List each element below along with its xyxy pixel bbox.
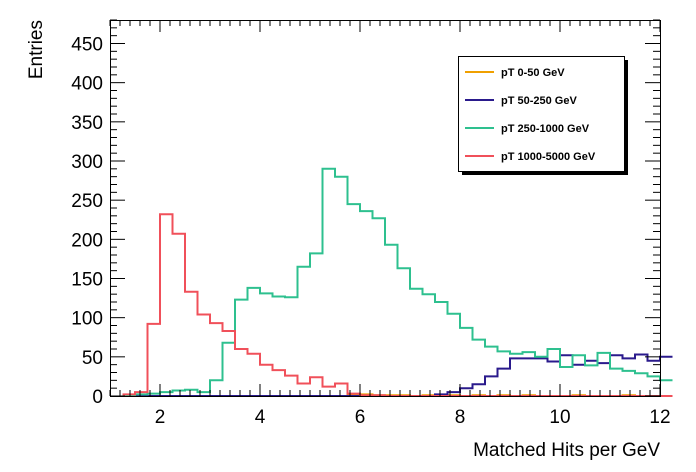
series-line-2 xyxy=(122,167,673,397)
y-tick-label: 200 xyxy=(71,230,103,251)
y-tick-label: 100 xyxy=(71,309,103,330)
y-tick-label: 300 xyxy=(71,152,103,173)
x-tick-label: 8 xyxy=(455,407,466,428)
y-tick-label: 50 xyxy=(82,348,103,369)
series-line-3 xyxy=(122,213,673,397)
y-tick-label: 150 xyxy=(71,270,103,291)
x-axis: 2 4 6 8 10 12 xyxy=(109,20,671,428)
legend-box xyxy=(458,56,625,172)
y-tick-label: 0 xyxy=(92,387,103,408)
y-tick-label: 350 xyxy=(71,113,103,134)
y-tick-label: 450 xyxy=(71,35,103,56)
series-line-1 xyxy=(122,353,673,397)
legend: pT 0-50 GeV pT 50-250 GeV pT 250-1000 GeV p… xyxy=(458,56,628,175)
y-tick-label: 250 xyxy=(71,191,103,212)
legend-items: pT 0-50 GeV pT 50-250 GeV pT 250-1000 GeV p… xyxy=(465,67,596,163)
x-axis-title: Matched Hits per GeV xyxy=(473,440,660,461)
legend-label: pT 0-50 GeV xyxy=(501,67,565,79)
legend-label: pT 250-1000 GeV xyxy=(501,123,590,135)
legend-label: pT 50-250 GeV xyxy=(501,95,577,107)
series-layer xyxy=(122,167,673,397)
x-tick-label: 10 xyxy=(549,407,570,428)
x-tick-label: 6 xyxy=(355,407,366,428)
x-tick-label: 2 xyxy=(155,407,166,428)
y-axis-title: Entries xyxy=(26,20,47,79)
x-tick-label: 4 xyxy=(255,407,266,428)
y-tick-label: 400 xyxy=(71,74,103,95)
x-tick-label: 12 xyxy=(649,407,670,428)
legend-label: pT 1000-5000 GeV xyxy=(501,151,596,163)
y-axis: 0 50 100 150 200 250 300 350 400 450 xyxy=(71,19,660,408)
